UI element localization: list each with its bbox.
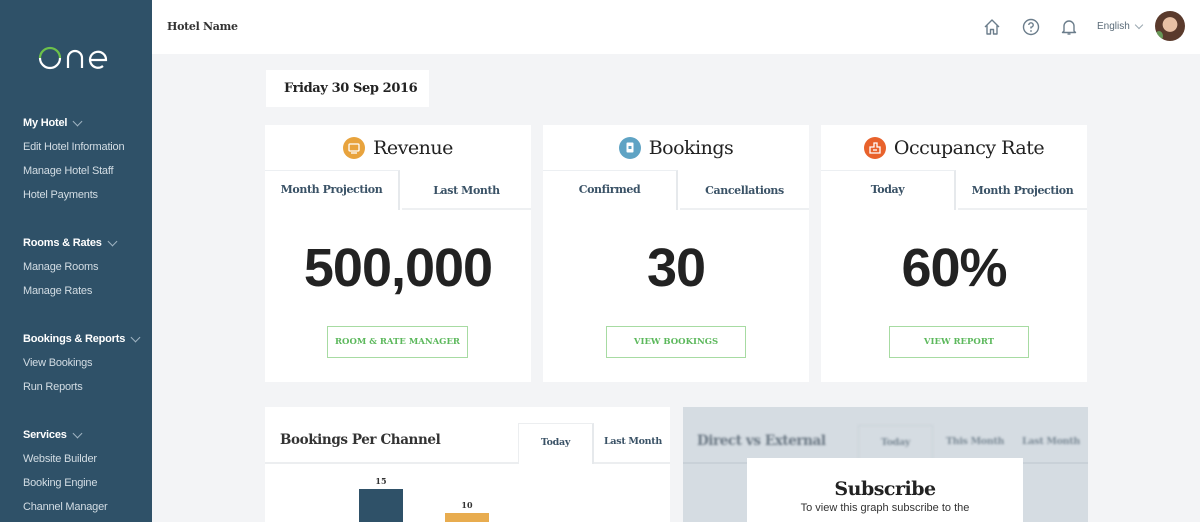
bell-icon[interactable] bbox=[1059, 17, 1079, 37]
card-title-text: Revenue bbox=[373, 137, 453, 159]
nav-section-my-hotel: My Hotel Edit Hotel Information Manage H… bbox=[23, 111, 125, 207]
view-report-button[interactable]: VIEW REPORT bbox=[889, 326, 1029, 358]
language-label: English bbox=[1097, 21, 1130, 32]
nav-section-rooms-rates: Rooms & Rates Manage Rooms Manage Rates bbox=[23, 231, 118, 303]
subscribe-text: To view this graph subscribe to the bbox=[800, 502, 970, 514]
occupancy-card: Occupancy Rate Today Month Projection 60… bbox=[821, 125, 1087, 382]
nav-item-run-reports[interactable]: Run Reports bbox=[23, 381, 83, 393]
nav-item-website-builder[interactable]: Website Builder bbox=[23, 453, 97, 465]
nav-head-label: Rooms & Rates bbox=[23, 237, 102, 249]
tab-today[interactable]: Today bbox=[858, 425, 933, 463]
subscribe-overlay: Subscribe To view this graph subscribe t… bbox=[747, 458, 1023, 522]
chevron-down-icon bbox=[1134, 20, 1144, 29]
home-icon[interactable] bbox=[982, 17, 1002, 37]
nav-item-channel-manager[interactable]: Channel Manager bbox=[23, 501, 108, 513]
nav-item-hotel-payments[interactable]: Hotel Payments bbox=[23, 189, 98, 201]
bookings-value: 30 bbox=[646, 238, 706, 298]
nav-head-services[interactable]: Services bbox=[23, 423, 107, 447]
card-title-text: Bookings bbox=[648, 137, 734, 159]
nav-head-label: My Hotel bbox=[23, 117, 68, 129]
card-title-text: Occupancy Rate bbox=[893, 137, 1045, 159]
tab-month-projection[interactable]: Month Projection bbox=[265, 170, 400, 210]
nav-head-my-hotel[interactable]: My Hotel bbox=[23, 111, 124, 135]
chart-bar bbox=[445, 513, 489, 522]
tab-last-month[interactable]: Last Month bbox=[1022, 436, 1080, 447]
tab-last-month[interactable]: Last Month bbox=[604, 436, 662, 447]
nav-item-manage-rates[interactable]: Manage Rates bbox=[23, 285, 93, 297]
chevron-down-icon bbox=[72, 116, 83, 126]
nav-head-bookings-reports[interactable]: Bookings & Reports bbox=[23, 327, 141, 351]
top-bar: Hotel Name English bbox=[152, 0, 1200, 54]
user-avatar[interactable] bbox=[1155, 11, 1185, 41]
card-title: Revenue bbox=[265, 137, 531, 159]
tab-confirmed[interactable]: Confirmed bbox=[543, 170, 678, 210]
nav-section-services: Services Website Builder Booking Engine … bbox=[23, 423, 108, 519]
card-title: Occupancy Rate bbox=[821, 137, 1087, 159]
nav-item-manage-hotel-staff[interactable]: Manage Hotel Staff bbox=[23, 165, 114, 177]
language-selector[interactable]: English bbox=[1097, 20, 1144, 32]
nav-section-bookings-reports: Bookings & Reports View Bookings Run Rep… bbox=[23, 327, 141, 399]
nav-head-label: Services bbox=[23, 429, 67, 441]
tab-cancellations[interactable]: Cancellations bbox=[680, 176, 809, 210]
revenue-card: Revenue Month Projection Last Month 500,… bbox=[265, 125, 531, 382]
nav-item-edit-hotel-information[interactable]: Edit Hotel Information bbox=[23, 141, 125, 153]
bookings-tabs: Confirmed Cancellations bbox=[543, 170, 809, 210]
bookings-icon bbox=[618, 137, 641, 159]
chevron-down-icon bbox=[130, 332, 141, 342]
view-bookings-button[interactable]: VIEW BOOKINGS bbox=[606, 326, 746, 358]
divider bbox=[265, 462, 670, 464]
hotel-name: Hotel Name bbox=[167, 20, 238, 33]
revenue-icon bbox=[343, 137, 366, 159]
revenue-tabs: Month Projection Last Month bbox=[265, 170, 531, 210]
occupancy-icon bbox=[863, 137, 886, 159]
nav-head-rooms-rates[interactable]: Rooms & Rates bbox=[23, 231, 118, 255]
bar-value-label: 10 bbox=[461, 500, 473, 510]
tab-this-month[interactable]: This Month bbox=[945, 436, 1005, 447]
tab-month-projection[interactable]: Month Projection bbox=[958, 176, 1087, 210]
one-logo bbox=[38, 46, 108, 70]
tab-today[interactable]: Today bbox=[518, 423, 594, 464]
occupancy-value: 60% bbox=[901, 238, 1007, 298]
bookings-per-channel-panel: Bookings Per Channel Today Last Month 15… bbox=[265, 407, 670, 522]
nav-item-booking-engine[interactable]: Booking Engine bbox=[23, 477, 98, 489]
card-title: Bookings bbox=[543, 137, 809, 159]
help-icon[interactable] bbox=[1021, 17, 1041, 37]
panel-title: Bookings Per Channel bbox=[280, 432, 441, 448]
tab-last-month[interactable]: Last Month bbox=[402, 176, 531, 210]
tab-today[interactable]: Today bbox=[821, 170, 956, 210]
current-date: Friday 30 Sep 2016 bbox=[266, 70, 429, 107]
bookings-card: Bookings Confirmed Cancellations 30 VIEW… bbox=[543, 125, 809, 382]
sidebar: My Hotel Edit Hotel Information Manage H… bbox=[0, 0, 152, 522]
room-rate-manager-button[interactable]: ROOM & RATE MANAGER bbox=[327, 326, 468, 358]
nav-item-manage-rooms[interactable]: Manage Rooms bbox=[23, 261, 99, 273]
chevron-down-icon bbox=[107, 236, 118, 246]
chevron-down-icon bbox=[72, 428, 83, 438]
nav-head-label: Bookings & Reports bbox=[23, 333, 126, 345]
nav-item-view-bookings[interactable]: View Bookings bbox=[23, 357, 93, 369]
occupancy-tabs: Today Month Projection bbox=[821, 170, 1087, 210]
bar-value-label: 15 bbox=[375, 476, 387, 486]
chart-bar bbox=[359, 489, 403, 522]
subscribe-title: Subscribe bbox=[834, 478, 936, 500]
revenue-value: 500,000 bbox=[303, 238, 493, 298]
panel-title: Direct vs External bbox=[697, 433, 826, 449]
